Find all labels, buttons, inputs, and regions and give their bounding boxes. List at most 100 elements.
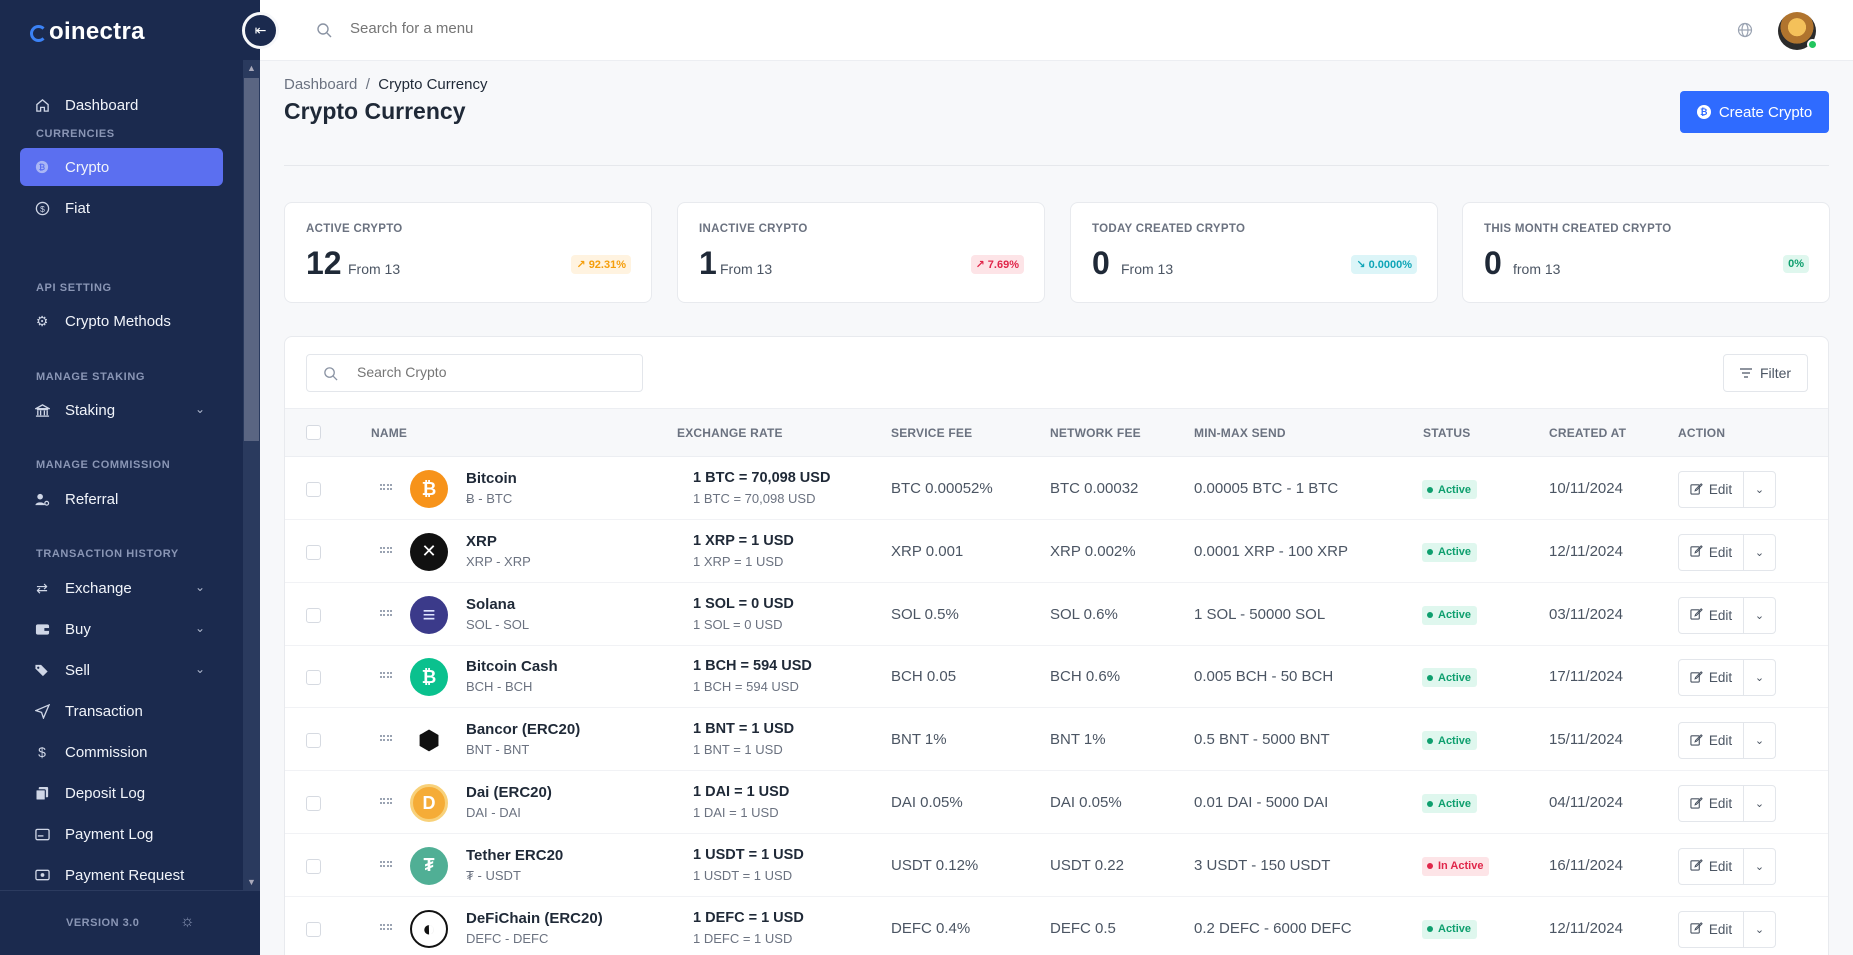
sidebar-item-sell[interactable]: Sell ⌄	[20, 651, 223, 689]
row-checkbox[interactable]	[306, 796, 321, 811]
crypto-name[interactable]: Tether ERC20	[466, 846, 564, 864]
drag-handle-icon[interactable]	[380, 860, 392, 869]
service-fee: BTC 0.00052%	[891, 480, 993, 497]
row-menu-button[interactable]: ⌄	[1744, 786, 1775, 821]
filter-lines-icon	[1739, 365, 1752, 381]
row-checkbox[interactable]	[306, 921, 321, 937]
sidebar-item-crypto-methods[interactable]: ⚙ Crypto Methods	[20, 302, 223, 340]
row-menu-button[interactable]: ⌄	[1744, 535, 1775, 570]
crypto-symbol: SOL - SOL	[466, 616, 530, 632]
menu-search-input[interactable]	[350, 20, 650, 37]
stat-card-active: ACTIVE CRYPTO 12 From 13 ↗ 92.31%	[284, 202, 652, 303]
sidebar-item-staking[interactable]: Staking ⌄	[20, 391, 223, 429]
brand-logo[interactable]: oinectra	[30, 18, 145, 46]
drag-handle-icon[interactable]	[380, 609, 392, 618]
edit-button[interactable]: Edit	[1679, 723, 1744, 759]
edit-button[interactable]: Edit	[1679, 660, 1744, 696]
crypto-name[interactable]: Bitcoin	[466, 470, 517, 487]
stat-label: TODAY CREATED CRYPTO	[1092, 223, 1246, 235]
scroll-up-arrow-icon[interactable]: ▲	[247, 63, 256, 73]
row-checkbox[interactable]	[306, 858, 321, 874]
row-menu-button[interactable]: ⌄	[1744, 598, 1775, 633]
select-all-checkbox[interactable]	[306, 425, 321, 440]
page-title: Crypto Currency	[284, 98, 466, 124]
crypto-symbol: XRP - XRP	[466, 553, 531, 569]
tags-icon	[34, 662, 50, 678]
exchange-rate: 1 SOL = 0 USD	[693, 595, 794, 612]
sidebar-item-buy[interactable]: Buy ⌄	[20, 610, 223, 648]
scroll-down-arrow-icon[interactable]: ▼	[247, 877, 256, 887]
col-network-fee[interactable]: NETWORK FEE	[1050, 426, 1141, 440]
col-min-max-send[interactable]: MIN-MAX SEND	[1194, 426, 1286, 440]
sidebar-item-dashboard[interactable]: Dashboard	[20, 86, 223, 124]
row-checkbox[interactable]	[306, 482, 321, 497]
col-status[interactable]: STATUS	[1423, 426, 1471, 440]
row-checkbox[interactable]	[306, 544, 321, 560]
col-created-at[interactable]: CREATED AT	[1549, 426, 1627, 440]
drag-handle-icon[interactable]	[380, 798, 392, 806]
globe-icon[interactable]	[1737, 22, 1753, 43]
filter-button[interactable]: Filter	[1723, 354, 1808, 392]
edit-button[interactable]: Edit	[1679, 786, 1744, 821]
sidebar-item-transaction[interactable]: Transaction	[20, 692, 223, 730]
sidebar-item-deposit-log[interactable]: Deposit Log	[20, 774, 223, 812]
sidebar-item-crypto[interactable]: ₿ Crypto	[20, 148, 223, 186]
crypto-name[interactable]: Solana	[466, 595, 516, 613]
copy-icon	[34, 785, 50, 801]
coin-icon: ₿	[34, 159, 50, 175]
drag-handle-icon[interactable]	[380, 923, 392, 932]
min-max-send: 0.00005 BTC - 1 BTC	[1194, 480, 1339, 497]
sidebar-item-fiat[interactable]: $ Fiat	[20, 189, 223, 227]
sidebar-scrollbar[interactable]: ▲ ▼	[243, 60, 260, 890]
sidebar-item-payment-log[interactable]: Payment Log	[20, 815, 223, 853]
col-name[interactable]: NAME	[371, 426, 408, 440]
col-service-fee[interactable]: SERVICE FEE	[891, 426, 973, 440]
edit-button[interactable]: Edit	[1679, 534, 1744, 570]
status-dot-icon	[1427, 486, 1433, 493]
drag-handle-icon[interactable]	[380, 672, 392, 680]
row-menu-button[interactable]: ⌄	[1744, 723, 1775, 758]
status-badge: Active	[1422, 919, 1478, 939]
exchange-rate: 1 DEFC = 1 USD	[693, 909, 804, 926]
crypto-name[interactable]: Bancor (ERC20)	[466, 721, 581, 739]
edit-button[interactable]: Edit	[1679, 472, 1744, 507]
table-row: ₿ Bitcoin Cash BCH - BCH 1 BCH = 594 USD 1 B…	[285, 646, 1828, 709]
drag-handle-icon[interactable]	[380, 735, 392, 743]
row-menu-button[interactable]: ⌄	[1744, 660, 1775, 695]
row-checkbox[interactable]	[306, 670, 321, 686]
created-at: 17/11/2024	[1549, 668, 1623, 686]
dollar-icon: $	[38, 744, 46, 760]
edit-button[interactable]: Edit	[1679, 848, 1744, 884]
crypto-name[interactable]: XRP	[466, 532, 497, 550]
stat-from: From 13	[348, 261, 401, 277]
sidebar-item-label: Crypto	[65, 158, 110, 176]
col-exchange-rate[interactable]: EXCHANGE RATE	[677, 426, 783, 440]
collapse-sidebar-button[interactable]: ⇤	[242, 12, 279, 49]
sidebar-item-referral[interactable]: Referral	[20, 480, 223, 518]
sidebar-item-payment-request[interactable]: Payment Request	[20, 856, 223, 890]
sun-icon[interactable]: ☼	[180, 913, 195, 930]
row-checkbox[interactable]	[306, 733, 321, 749]
row-checkbox[interactable]	[306, 607, 321, 623]
crypto-search-box[interactable]	[306, 354, 643, 392]
create-crypto-button[interactable]: ₿ Create Crypto	[1680, 91, 1829, 133]
breadcrumb-root[interactable]: Dashboard	[284, 76, 358, 93]
created-at: 04/11/2024	[1549, 794, 1623, 811]
crypto-name[interactable]: Dai (ERC20)	[466, 784, 552, 801]
min-max-send: 0.2 DEFC - 6000 DEFC	[1194, 919, 1352, 937]
edit-button[interactable]: Edit	[1679, 597, 1744, 633]
crypto-name[interactable]: DeFiChain (ERC20)	[466, 909, 603, 927]
sidebar-item-exchange[interactable]: ⇄ Exchange ⌄	[20, 569, 223, 607]
sidebar-item-commission[interactable]: $ Commission	[20, 733, 223, 771]
scrollbar-thumb[interactable]	[244, 78, 259, 441]
drag-handle-icon[interactable]	[380, 484, 392, 492]
crypto-name[interactable]: Bitcoin Cash	[466, 658, 558, 676]
row-menu-button[interactable]: ⌄	[1744, 912, 1775, 947]
row-menu-button[interactable]: ⌄	[1744, 849, 1775, 884]
row-menu-button[interactable]: ⌄	[1744, 472, 1775, 507]
crypto-search-input[interactable]	[357, 364, 627, 380]
drag-handle-icon[interactable]	[380, 546, 392, 555]
service-fee: DAI 0.05%	[891, 794, 963, 811]
status-badge: Active	[1422, 794, 1478, 813]
edit-button[interactable]: Edit	[1679, 911, 1744, 947]
